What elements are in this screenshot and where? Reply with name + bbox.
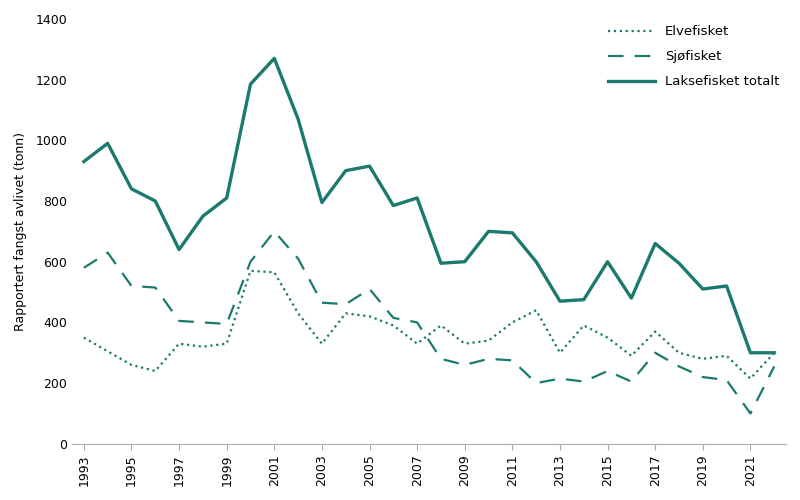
Line: Laksefisket totalt: Laksefisket totalt	[84, 58, 774, 353]
Elvefisket	[150, 368, 160, 374]
Elvefisket	[294, 310, 303, 316]
Sjøfisket	[270, 228, 279, 234]
Elvefisket	[698, 356, 707, 362]
Sjøfisket	[555, 376, 565, 382]
Sjøfisket	[246, 258, 255, 264]
Laksefisket totalt	[270, 56, 279, 62]
Sjøfisket	[126, 283, 136, 289]
Elvefisket	[412, 340, 422, 346]
Sjøfisket	[198, 320, 208, 326]
Elvefisket	[198, 344, 208, 349]
Elvefisket	[341, 310, 350, 316]
Sjøfisket	[79, 265, 89, 271]
Laksefisket totalt	[103, 140, 113, 146]
Laksefisket totalt	[484, 228, 494, 234]
Legend: Elvefisket, Sjøfisket, Laksefisket totalt: Elvefisket, Sjøfisket, Laksefisket total…	[609, 26, 779, 88]
Elvefisket	[602, 334, 612, 340]
Laksefisket totalt	[294, 116, 303, 122]
Y-axis label: Rapportert fangst avlivet (tonn): Rapportert fangst avlivet (tonn)	[14, 132, 27, 331]
Laksefisket totalt	[365, 163, 374, 169]
Sjøfisket	[150, 284, 160, 290]
Sjøfisket	[103, 250, 113, 256]
Sjøfisket	[484, 356, 494, 362]
Laksefisket totalt	[317, 200, 326, 205]
Laksefisket totalt	[531, 258, 541, 264]
Elvefisket	[174, 340, 184, 346]
Sjøfisket	[746, 410, 755, 416]
Laksefisket totalt	[722, 283, 731, 289]
Elvefisket	[436, 322, 446, 328]
Laksefisket totalt	[198, 213, 208, 219]
Elvefisket	[222, 340, 231, 346]
Elvefisket	[650, 328, 660, 334]
Laksefisket totalt	[770, 350, 779, 356]
Elvefisket	[389, 322, 398, 328]
Elvefisket	[722, 353, 731, 359]
Laksefisket totalt	[246, 81, 255, 87]
Elvefisket	[555, 350, 565, 356]
Elvefisket	[674, 350, 684, 356]
Sjøfisket	[341, 301, 350, 307]
Laksefisket totalt	[746, 350, 755, 356]
Sjøfisket	[626, 378, 636, 384]
Elvefisket	[484, 338, 494, 344]
Sjøfisket	[174, 318, 184, 324]
Sjøfisket	[698, 374, 707, 380]
Laksefisket totalt	[150, 198, 160, 204]
Laksefisket totalt	[341, 168, 350, 173]
Sjøfisket	[507, 358, 517, 364]
Elvefisket	[507, 320, 517, 326]
Laksefisket totalt	[579, 296, 589, 302]
Laksefisket totalt	[674, 260, 684, 266]
Elvefisket	[531, 308, 541, 314]
Laksefisket totalt	[626, 295, 636, 301]
Sjøfisket	[294, 256, 303, 262]
Laksefisket totalt	[412, 195, 422, 201]
Sjøfisket	[389, 315, 398, 321]
Line: Sjøfisket: Sjøfisket	[84, 232, 774, 414]
Laksefisket totalt	[602, 258, 612, 264]
Elvefisket	[579, 322, 589, 328]
Elvefisket	[246, 268, 255, 274]
Laksefisket totalt	[507, 230, 517, 236]
Laksefisket totalt	[698, 286, 707, 292]
Sjøfisket	[770, 364, 779, 370]
Laksefisket totalt	[174, 246, 184, 252]
Laksefisket totalt	[222, 195, 231, 201]
Sjøfisket	[579, 378, 589, 384]
Sjøfisket	[412, 320, 422, 326]
Laksefisket totalt	[79, 158, 89, 164]
Sjøfisket	[674, 364, 684, 370]
Elvefisket	[365, 314, 374, 320]
Sjøfisket	[602, 368, 612, 374]
Elvefisket	[746, 376, 755, 382]
Elvefisket	[79, 334, 89, 340]
Laksefisket totalt	[436, 260, 446, 266]
Laksefisket totalt	[555, 298, 565, 304]
Laksefisket totalt	[460, 258, 470, 264]
Sjøfisket	[436, 356, 446, 362]
Sjøfisket	[650, 350, 660, 356]
Sjøfisket	[722, 377, 731, 383]
Sjøfisket	[317, 300, 326, 306]
Laksefisket totalt	[389, 202, 398, 208]
Sjøfisket	[222, 321, 231, 327]
Elvefisket	[103, 348, 113, 354]
Elvefisket	[126, 362, 136, 368]
Laksefisket totalt	[126, 186, 136, 192]
Elvefisket	[770, 350, 779, 356]
Laksefisket totalt	[650, 240, 660, 246]
Sjøfisket	[460, 362, 470, 368]
Elvefisket	[626, 353, 636, 359]
Elvefisket	[460, 340, 470, 346]
Sjøfisket	[365, 286, 374, 292]
Line: Elvefisket: Elvefisket	[84, 271, 774, 378]
Sjøfisket	[531, 380, 541, 386]
Elvefisket	[317, 340, 326, 346]
Elvefisket	[270, 270, 279, 276]
